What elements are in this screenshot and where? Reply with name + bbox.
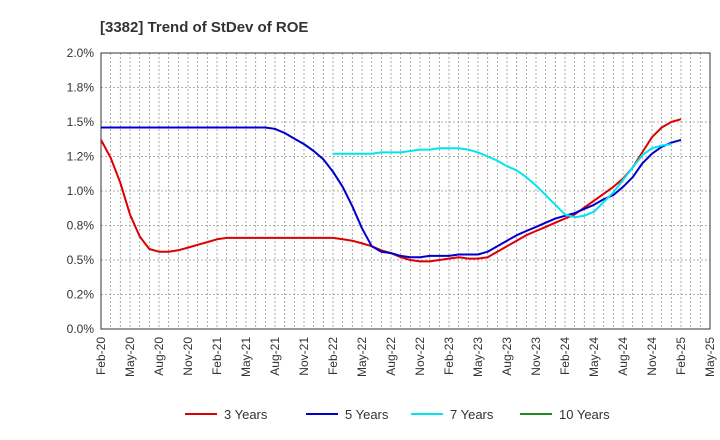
x-tick-label: May-24 — [587, 337, 601, 377]
y-axis: 0.0% 0.2% 0.5% 0.8% 1.0% 1.2% 1.5% 1.8% 2.0% — [67, 46, 95, 336]
legend: 3 Years 5 Years 7 Years 10 Years — [185, 407, 610, 422]
grid — [101, 53, 710, 329]
x-axis: Feb-20 May-20 Aug-20 Nov-20 Feb-21 May-21 Aug-… — [94, 337, 717, 377]
y-tick-label: 0.0% — [67, 322, 95, 336]
y-tick-label: 1.5% — [67, 115, 95, 129]
y-tick-label: 0.5% — [67, 253, 95, 267]
y-tick-label: 2.0% — [67, 46, 95, 60]
x-tick-label: May-20 — [123, 337, 137, 377]
chart-title: [3382] Trend of StDev of ROE — [100, 19, 308, 36]
x-tick-label: May-25 — [703, 337, 717, 377]
x-tick-label: May-22 — [355, 337, 369, 377]
x-tick-label: Nov-20 — [181, 337, 195, 376]
x-tick-label: Aug-23 — [500, 337, 514, 376]
y-tick-label: 1.2% — [67, 150, 95, 164]
x-tick-label: Aug-22 — [384, 337, 398, 376]
legend-label: 10 Years — [559, 407, 610, 422]
series-line-3 — [333, 143, 672, 219]
legend-label: 5 Years — [345, 407, 389, 422]
x-tick-label: Nov-22 — [413, 337, 427, 376]
x-tick-label: Aug-21 — [268, 337, 282, 376]
series-lines — [100, 118, 682, 263]
x-tick-label: Feb-22 — [326, 337, 340, 375]
y-tick-label: 1.0% — [67, 184, 95, 198]
x-tick-label: May-23 — [471, 337, 485, 377]
x-tick-label: Nov-23 — [529, 337, 543, 376]
x-tick-label: Feb-20 — [94, 337, 108, 375]
y-tick-label: 0.2% — [67, 288, 95, 302]
y-tick-label: 1.8% — [67, 81, 95, 95]
x-tick-label: Nov-21 — [297, 337, 311, 376]
x-tick-label: Feb-25 — [674, 337, 688, 375]
x-tick-label: Feb-21 — [210, 337, 224, 375]
x-tick-label: Feb-24 — [558, 337, 572, 375]
legend-label: 3 Years — [224, 407, 268, 422]
plot-area — [100, 52, 711, 330]
x-tick-label: May-21 — [239, 337, 253, 377]
x-tick-label: Aug-20 — [152, 337, 166, 376]
series-line-2 — [101, 126, 682, 259]
x-tick-label: Aug-24 — [616, 337, 630, 376]
y-tick-label: 0.8% — [67, 219, 95, 233]
x-tick-label: Nov-24 — [645, 337, 659, 376]
x-tick-label: Feb-23 — [442, 337, 456, 375]
legend-label: 7 Years — [450, 407, 494, 422]
